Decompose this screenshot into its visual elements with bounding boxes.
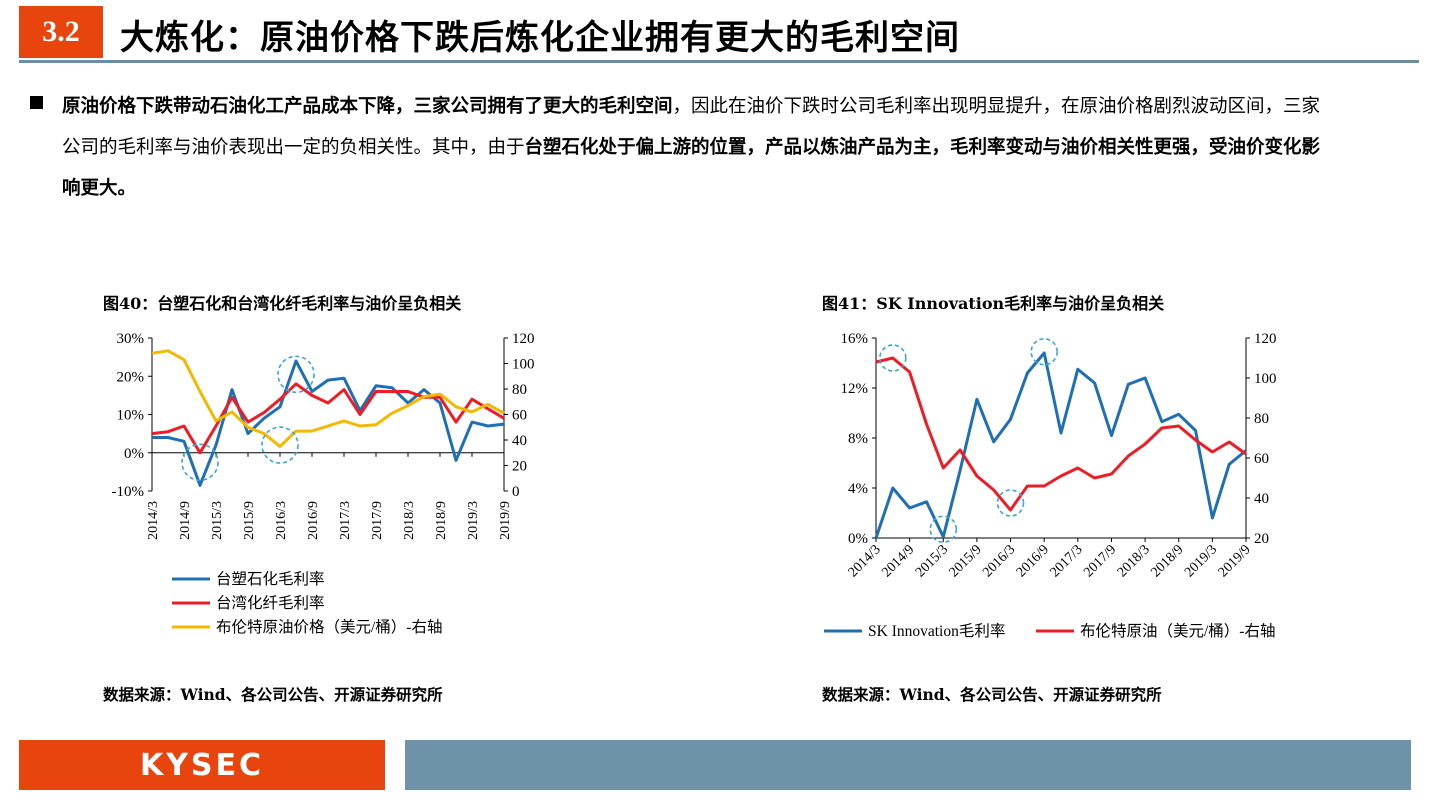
highlight-circle [181,443,219,482]
page-title: 大炼化：原油价格下跌后炼化企业拥有更大的毛利空间 [120,18,960,58]
left-tick-label: 4% [848,481,868,497]
series-line [152,359,505,487]
right-tick-label: 20 [512,459,527,475]
legend-label: SK Innovation毛利率 [868,622,1005,640]
chart-41: 16%12%8%4%0%120100806040202014/32014/920… [824,331,1277,640]
left-tick-label: 12% [841,381,869,397]
x-tick-label: 2019/9 [1216,542,1254,580]
x-tick-label: 2015/3 [913,542,951,580]
x-tick-label: 2018/9 [1148,542,1186,580]
highlight-circle [261,426,299,464]
left-tick-label: 20% [117,369,145,385]
legend-label: 布伦特原油价格（美元/桶）-右轴 [216,618,442,636]
kysec-logo: KYSEC [19,740,385,790]
right-tick-label: 120 [512,331,535,347]
right-tick-label: 80 [512,382,527,398]
chart-40: 30% 20% 10% 0% -10% 120 100 80 60 40 20 0 2014/3 2014… [112,331,535,636]
highlight-circle [879,344,907,372]
x-tick-label: 2016/3 [274,501,289,540]
body-paragraph: 原油价格下跌带动石油化工产品成本下降，三家公司拥有了更大的毛利空间，因此在油价下… [62,86,1322,209]
x-tick-label: 2018/9 [434,501,449,540]
right-tick-label: 80 [1254,411,1269,427]
right-tick-label: 60 [1254,451,1269,467]
right-tick-label: 100 [1254,371,1277,387]
x-tick-label: 2014/9 [879,542,917,580]
highlight-circle [1030,337,1058,366]
left-tick-label: 0% [848,531,868,547]
legend-label: 台湾化纤毛利率 [216,594,325,612]
legend-label: 台塑石化毛利率 [216,570,325,588]
series-line [151,382,505,455]
x-tick-label: 2017/9 [370,501,385,540]
left-tick-label: -10% [112,484,145,500]
x-tick-label: 2014/9 [178,501,193,540]
x-tick-label: 2017/3 [338,501,353,540]
left-tick-label: 30% [117,331,145,347]
figure-41-title: 图41：SK Innovation毛利率与油价呈负相关 [822,294,1165,313]
left-tick-label: 8% [848,431,868,447]
legend-label: 布伦特原油（美元/桶）-右轴 [1080,622,1275,640]
square-bullet-icon [30,96,43,109]
body-bold-1: 原油价格下跌带动石油化工产品成本下降，三家公司拥有了更大的毛利空间 [62,96,673,117]
x-tick-label: 2019/3 [466,501,481,540]
right-tick-label: 60 [512,408,527,424]
left-tick-label: 0% [124,446,144,462]
section-number-badge: 3.2 [19,6,103,58]
section-number: 3.2 [42,15,80,48]
series-line [875,356,1247,512]
kysec-logo-text: KYSEC [139,747,265,783]
series-line [874,351,1247,539]
right-tick-label: 40 [512,433,527,449]
x-tick-label: 2019/3 [1182,542,1220,580]
x-tick-label: 2016/3 [980,542,1018,580]
left-tick-label: 10% [117,408,145,424]
right-tick-label: 100 [512,357,535,373]
x-tick-label: 2014/3 [846,542,884,580]
x-tick-label: 2014/3 [146,501,161,540]
x-tick-label: 2017/3 [1048,542,1086,580]
figure-40-source: 数据来源：Wind、各公司公告、开源证券研究所 [103,685,443,704]
body-bold-2: 台塑石化处于偏上游的位置，产品以炼油产品为主，毛利率变动与油价相关性更强，受油价… [62,137,1321,199]
title-divider [19,60,1419,63]
figure-40-title: 图40：台塑石化和台湾化纤毛利率与油价呈负相关 [103,294,462,313]
right-tick-label: 0 [512,484,520,500]
series-line [151,349,505,448]
highlight-circle [277,355,315,394]
figure-41-source: 数据来源：Wind、各公司公告、开源证券研究所 [822,685,1162,704]
highlight-circle [929,515,958,544]
x-tick-label: 2016/9 [1014,542,1052,580]
x-tick-label: 2018/3 [402,501,417,540]
x-tick-label: 2019/9 [498,501,513,540]
right-tick-label: 120 [1254,331,1277,347]
x-tick-label: 2015/9 [947,542,985,580]
x-tick-label: 2018/3 [1115,542,1153,580]
x-tick-label: 2016/9 [306,501,321,540]
footer-bar [405,740,1411,790]
highlight-circle [996,489,1025,517]
right-tick-label: 40 [1254,491,1269,507]
body-normal: ，因此在油价下跌时公司毛利率出现明显提升，在原油价格剧烈波动区间，三家公司的毛利… [62,96,1321,158]
x-tick-label: 2017/9 [1081,542,1119,580]
left-tick-label: 16% [841,331,869,347]
x-tick-label: 2015/3 [210,501,225,540]
right-tick-label: 20 [1254,531,1269,547]
x-tick-label: 2015/9 [242,501,257,540]
